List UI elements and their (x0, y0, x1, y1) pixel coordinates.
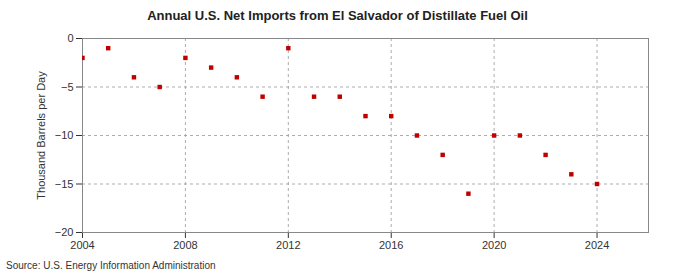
svg-text:0: 0 (67, 32, 73, 44)
svg-text:−10: −10 (55, 129, 74, 141)
svg-text:2024: 2024 (585, 239, 609, 251)
svg-text:2008: 2008 (173, 239, 197, 251)
svg-text:Thousand Barrels per Day: Thousand Barrels per Day (35, 71, 47, 200)
svg-text:2016: 2016 (379, 239, 403, 251)
svg-text:2004: 2004 (70, 239, 94, 251)
html-text:Source: U.S. Energy Informatio: Source: U.S. Energy Information Administ… (6, 260, 216, 271)
svg-text:−15: −15 (55, 178, 74, 190)
svg-text:−5: −5 (61, 81, 74, 93)
html-text:Annual U.S. Net Imports from E: Annual U.S. Net Imports from El Salvador… (147, 8, 528, 23)
svg-text:−20: −20 (55, 226, 74, 238)
svg-text:2020: 2020 (482, 239, 506, 251)
svg-text:2012: 2012 (276, 239, 300, 251)
